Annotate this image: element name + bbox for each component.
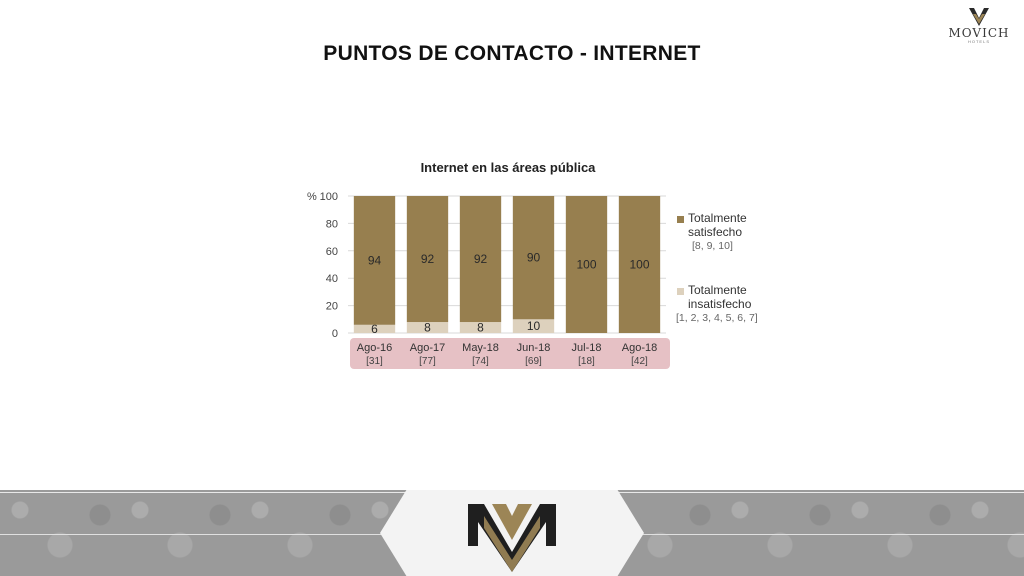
- x-tick-label: Ago-17: [410, 342, 445, 354]
- legend-scale-unsatisfied: [1, 2, 3, 4, 5, 6, 7]: [676, 312, 758, 324]
- bar-satisfied: [406, 196, 449, 323]
- bar-satisfied: [618, 196, 661, 333]
- data-label-satisfied: 92: [474, 252, 488, 266]
- x-tick-count: [74]: [472, 356, 489, 367]
- movich-logo-icon: [468, 504, 556, 572]
- data-label-satisfied: 90: [527, 251, 541, 265]
- bar-unsatisfied: [512, 319, 555, 333]
- x-tick-label: May-18: [462, 342, 499, 354]
- bar-satisfied: [565, 196, 608, 333]
- data-label-satisfied: 92: [421, 252, 435, 266]
- data-label-unsatisfied: 8: [477, 321, 484, 335]
- data-label-unsatisfied: 10: [527, 319, 541, 333]
- data-label-satisfied: 100: [576, 258, 596, 272]
- legend-label-satisfied: Totalmente satisfecho: [688, 211, 747, 239]
- brand-name: MOVICH: [948, 26, 1010, 40]
- data-label-unsatisfied: 6: [371, 322, 378, 336]
- y-tick-label: 60: [326, 246, 338, 258]
- y-tick-label: 40: [326, 273, 338, 285]
- brand-logo-top: MOVICH HOTELS: [944, 6, 1014, 44]
- x-tick-count: [18]: [578, 356, 595, 367]
- legend-scale-satisfied: [8, 9, 10]: [692, 240, 733, 252]
- x-tick-count: [31]: [366, 356, 383, 367]
- legend-item-unsatisfied: Totalmente insatisfecho [1, 2, 3, 4, 5, …: [676, 283, 778, 325]
- category-band: [350, 338, 670, 369]
- legend-label-unsatisfied: Totalmente insatisfecho: [688, 283, 752, 311]
- x-tick-count: [77]: [419, 356, 436, 367]
- movich-monogram-icon: [969, 8, 989, 26]
- y-tick-label: 0: [332, 328, 338, 340]
- legend-swatch-unsatisfied: [677, 288, 684, 295]
- bar-satisfied: [459, 196, 502, 323]
- data-label-satisfied: 94: [368, 253, 382, 267]
- y-tick-label: 80: [326, 218, 338, 230]
- page-title: PUNTOS DE CONTACTO - INTERNET: [323, 42, 701, 65]
- y-axis-label: %: [307, 191, 317, 203]
- bar-unsatisfied: [459, 322, 502, 333]
- x-tick-label: Jun-18: [517, 342, 551, 354]
- brand-subtitle: HOTELS: [967, 39, 990, 44]
- x-tick-label: Ago-16: [357, 342, 392, 354]
- bar-satisfied: [353, 196, 396, 325]
- data-label-satisfied: 100: [629, 258, 649, 272]
- bar-unsatisfied: [353, 324, 396, 333]
- legend-swatch-satisfied: [677, 216, 684, 223]
- x-tick-count: [69]: [525, 356, 542, 367]
- stacked-bar-chart: 0 20 40 60 80 100% 6 94 Ago-16 [31] 8 92 Ago-17 [77] 8…: [307, 191, 670, 369]
- bar-satisfied: [512, 196, 555, 320]
- chart-title: Internet en las áreas pública: [420, 160, 596, 175]
- footer-banner: [0, 490, 1024, 576]
- legend-item-satisfied: Totalmente satisfecho [8, 9, 10]: [688, 211, 768, 253]
- x-tick-count: [42]: [631, 356, 648, 367]
- y-tick-label: 20: [326, 301, 338, 313]
- y-tick-label: 100: [320, 191, 338, 203]
- x-tick-label: Jul-18: [572, 342, 602, 354]
- data-label-unsatisfied: 8: [424, 321, 431, 335]
- bar-unsatisfied: [406, 322, 449, 333]
- x-tick-label: Ago-18: [622, 342, 657, 354]
